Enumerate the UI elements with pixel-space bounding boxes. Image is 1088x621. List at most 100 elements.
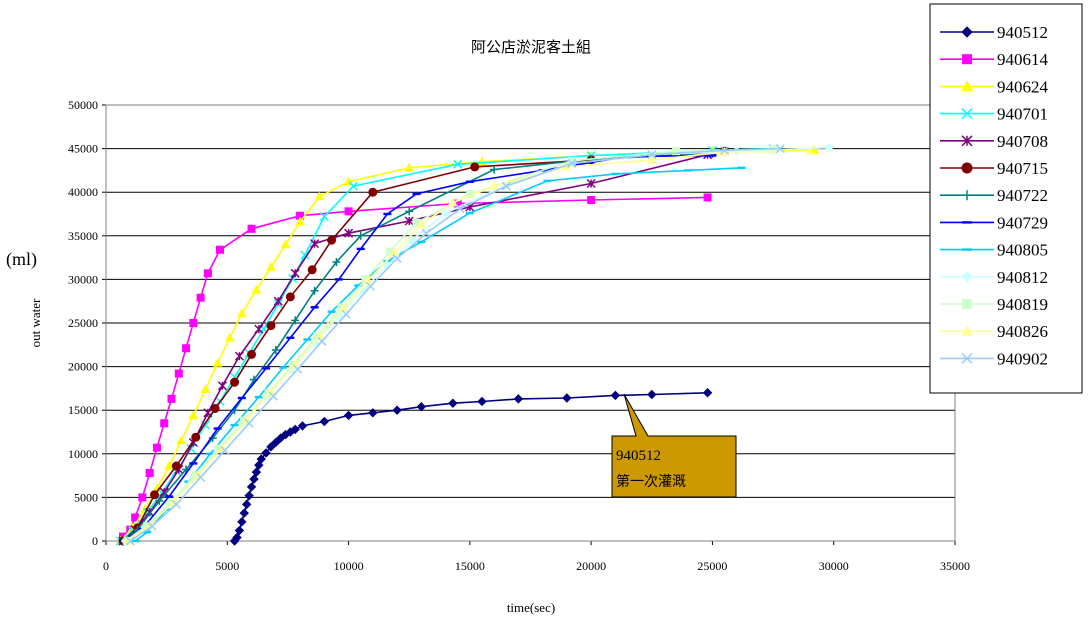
data-point [646, 154, 657, 164]
data-point [232, 532, 242, 543]
data-point [961, 162, 973, 174]
data-point [317, 336, 327, 346]
data-point [237, 517, 247, 527]
legend-item: 940624 [940, 77, 1049, 96]
data-point [961, 80, 973, 91]
data-point [513, 394, 524, 404]
data-point [236, 308, 247, 318]
data-point [477, 396, 487, 407]
data-point [143, 531, 152, 534]
data-point [152, 443, 161, 452]
legend-item: 940805 [940, 241, 1048, 260]
data-point [448, 197, 458, 207]
data-point [220, 445, 230, 455]
legend-item: 940722 [940, 186, 1048, 205]
data-point [138, 493, 147, 502]
data-point [241, 499, 252, 510]
data-point [684, 169, 693, 172]
data-point [271, 437, 281, 448]
data-point [268, 391, 278, 401]
data-point [405, 207, 414, 216]
data-point [285, 292, 295, 302]
data-point [191, 432, 201, 442]
data-point [962, 221, 972, 224]
y-tick-label: 50000 [68, 98, 98, 112]
data-point [266, 262, 276, 271]
data-point [251, 467, 262, 477]
data-point [703, 193, 712, 202]
data-point [804, 146, 815, 155]
data-point [196, 472, 206, 482]
data-point [404, 162, 415, 172]
data-point [246, 482, 257, 492]
series-line [120, 149, 815, 542]
data-point [310, 306, 319, 309]
data-point [297, 421, 308, 431]
data-point [453, 159, 463, 169]
data-point [206, 452, 215, 455]
data-point [254, 395, 263, 399]
data-point [961, 271, 973, 283]
legend: 940512 940614 940624 940701 940708 940715 9407… [940, 23, 1049, 368]
data-point [217, 381, 227, 391]
data-point [406, 235, 417, 245]
data-point [176, 435, 187, 445]
callout-line-2: 第一次灌溉 [616, 473, 686, 490]
data-point [291, 316, 300, 325]
data-point [247, 349, 257, 359]
data-point [319, 416, 330, 427]
data-point [244, 490, 254, 501]
data-point [708, 154, 717, 157]
data-point [167, 394, 176, 403]
data-point [279, 366, 288, 369]
data-point [224, 332, 235, 342]
y-tick-label: 45000 [68, 142, 98, 156]
data-point [586, 178, 596, 189]
data-point [421, 228, 431, 238]
data-point [273, 296, 283, 306]
series-940614 [118, 193, 712, 541]
y-tick-label: 30000 [68, 272, 98, 286]
data-point [383, 212, 392, 216]
legend-item: 940701 [940, 105, 1048, 124]
legend-item: 940812 [940, 268, 1048, 287]
y-axis-title: out water [28, 298, 43, 347]
data-point [261, 448, 271, 458]
data-point [266, 442, 276, 452]
data-point [344, 207, 353, 216]
x-tick-label: 35000 [940, 559, 970, 573]
data-point [720, 145, 730, 155]
x-axis-ticks: 0 5000 10000 15000 20000 25000 30000 35000 [103, 541, 970, 573]
data-point [416, 219, 427, 229]
data-point [262, 367, 271, 370]
data-point [501, 181, 511, 191]
y-tick-label: 0 [92, 534, 98, 548]
data-point [961, 135, 973, 147]
data-point [356, 247, 365, 251]
legend-label: 940812 [997, 268, 1048, 287]
legend-item: 940729 [940, 213, 1048, 232]
data-point [365, 281, 375, 291]
data-point [448, 398, 458, 408]
data-point [310, 286, 319, 295]
data-point [567, 158, 577, 168]
data-point [230, 423, 239, 427]
data-point [307, 265, 317, 275]
data-point [160, 419, 169, 428]
annotation-callout: 940512 第一次灌溉 [611, 393, 737, 498]
y-tick-label: 40000 [68, 185, 98, 199]
data-point [348, 181, 358, 191]
legend-label: 940819 [997, 295, 1048, 314]
data-point [174, 369, 183, 378]
data-point [470, 162, 480, 172]
data-point [165, 495, 174, 498]
data-point [237, 396, 246, 400]
data-point [189, 319, 198, 327]
legend-label: 940624 [997, 77, 1049, 96]
legend-label: 940708 [997, 132, 1048, 151]
legend-item: 940708 [940, 132, 1048, 151]
y-tick-label: 5000 [74, 490, 98, 504]
data-point [416, 402, 427, 412]
data-point [131, 513, 140, 522]
